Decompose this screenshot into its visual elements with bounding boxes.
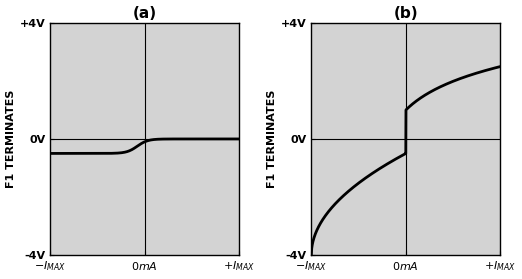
Title: (a): (a) bbox=[133, 6, 157, 21]
Y-axis label: F1 TERMINATES: F1 TERMINATES bbox=[267, 90, 277, 188]
Title: (b): (b) bbox=[394, 6, 418, 21]
Y-axis label: F1 TERMINATES: F1 TERMINATES bbox=[6, 90, 16, 188]
